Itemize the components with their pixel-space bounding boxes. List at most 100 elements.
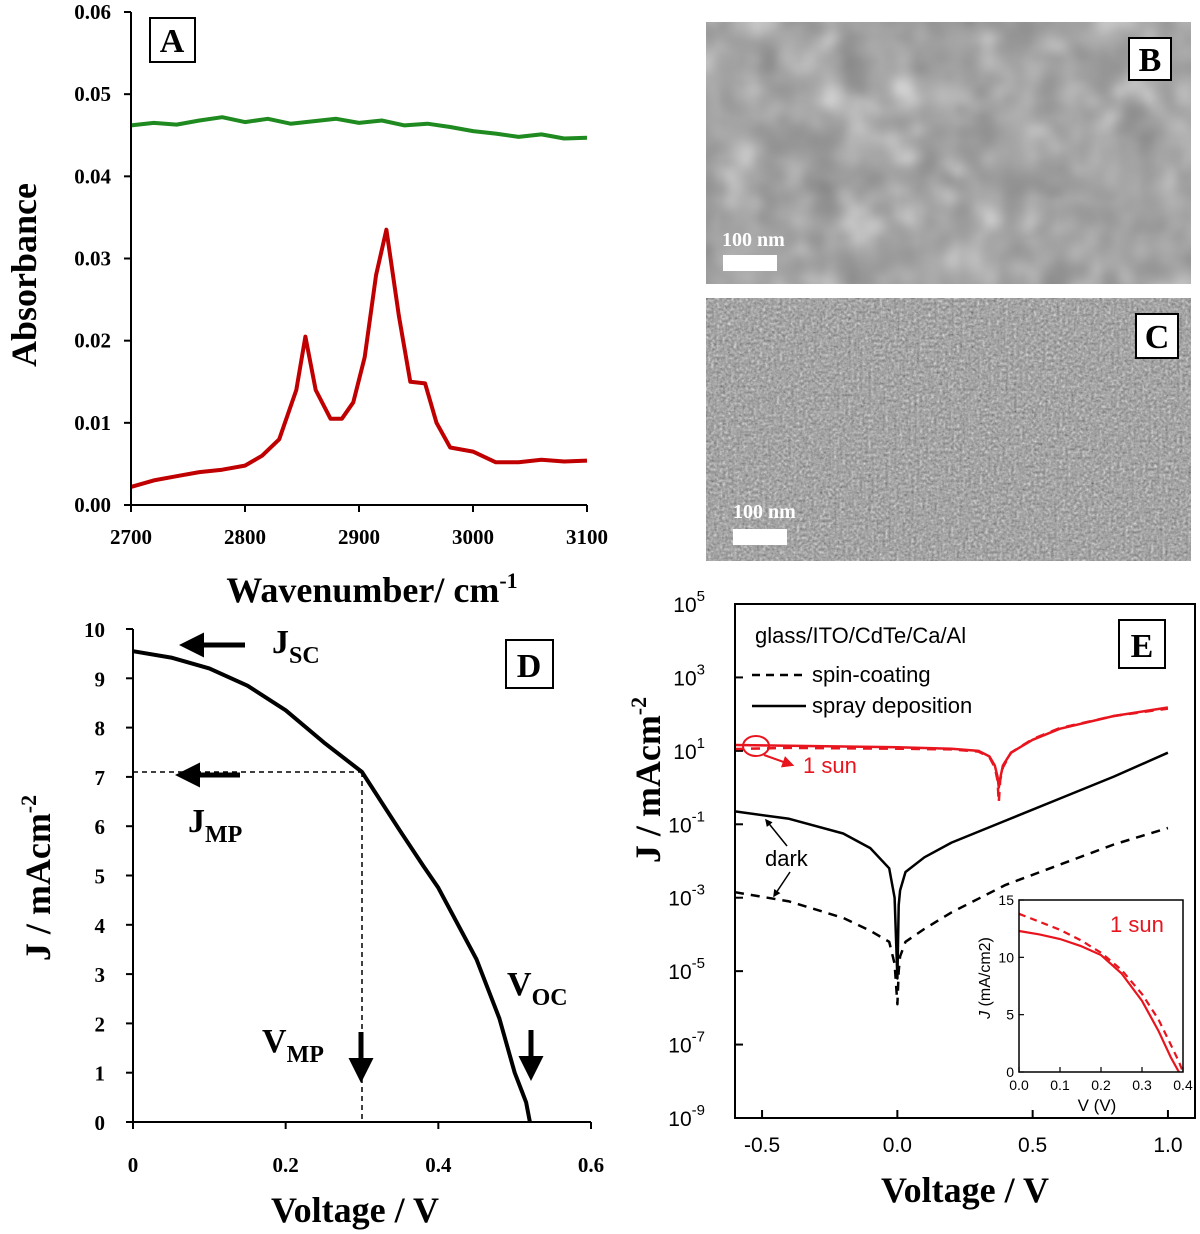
inset-xtick-label: 0.2	[1091, 1077, 1111, 1093]
panel-b: B 100 nm	[706, 22, 1191, 284]
panel-a-ytick-label: 0.01	[74, 411, 111, 435]
panel-e-ytick-label: 10-7	[668, 1029, 705, 1058]
panel-e: -0.5 0.0 0.5 1.0 105 103 101 10-1 10-3 10-5 10-7 10…	[626, 588, 1196, 1210]
panel-c-label: C	[1145, 319, 1170, 356]
panel-e-ytick-label: 10-3	[668, 882, 705, 911]
panel-d-ytick-label: 6	[95, 815, 106, 839]
panel-e-xtick-label: 0.0	[883, 1134, 912, 1157]
legend-title: glass/ITO/CdTe/Ca/Al	[755, 623, 966, 648]
panel-e-ytick-label: 103	[673, 661, 705, 690]
panel-e-label: E	[1131, 628, 1154, 665]
one-sun-label: 1 sun	[803, 753, 857, 778]
panel-d-label-box	[505, 639, 554, 689]
panel-d-ytick-label: 7	[95, 766, 106, 790]
panel-d-ytick-label: 1	[95, 1062, 106, 1086]
one-sun-marker-circle	[742, 735, 770, 757]
micrograph-b-scale-bar	[723, 255, 777, 271]
jmp-label: JMP	[188, 803, 242, 848]
panel-e-series-1	[734, 707, 1169, 804]
dark-arrow-dashed	[773, 871, 791, 898]
panel-a-ytick-label: 0.02	[74, 329, 111, 353]
panel-e-ylabel: J / mAcm-2	[626, 697, 668, 863]
panel-a-xtick-label: 3000	[452, 525, 494, 549]
panel-a-series-green	[130, 115, 588, 141]
panel-d-xlabel: Voltage / V	[271, 1190, 439, 1230]
panel-d-series	[132, 649, 532, 1123]
dark-label: dark	[765, 846, 809, 871]
panel-e-inset: 0.0 0.1 0.2 0.3 0.4 0 5 10 15 1 sun J (mA/cm2) V…	[977, 892, 1193, 1115]
panel-e-ytick-label: 10-1	[668, 808, 705, 837]
voc-label: VOC	[507, 966, 568, 1011]
panel-d-xtick-label: 0.2	[273, 1153, 299, 1177]
panel-a-series-red	[130, 227, 588, 489]
panel-a-xtick-label: 2900	[338, 525, 380, 549]
inset-xtick-label: 0.0	[1009, 1077, 1029, 1093]
legend-solid-label: spray deposition	[812, 693, 972, 718]
panel-d-ylabel: J / mAcm-2	[16, 795, 58, 961]
micrograph-b-texture	[706, 22, 1191, 284]
panel-d-ticks: 0 0.2 0.4 0.6 0 1 2 3 4 5 6 7 8 9 10	[84, 618, 604, 1177]
panel-d: 0 0.2 0.4 0.6 0 1 2 3 4 5 6 7 8 9 10 D JSC JMP VMP VOC…	[16, 618, 604, 1230]
panel-b-label: B	[1139, 42, 1162, 79]
panel-e-ytick-label: 105	[673, 588, 705, 617]
panel-a-xlabel: Wavenumber/ cm-1	[226, 568, 517, 610]
inset-xtick-label: 0.1	[1050, 1077, 1070, 1093]
panel-a-label-box	[149, 17, 196, 63]
micrograph-c-texture	[706, 298, 1191, 561]
inset-ytick-label: 5	[1006, 1007, 1014, 1023]
panel-d-ytick-label: 8	[95, 717, 106, 741]
panel-a-ylabel: Absorbance	[4, 183, 44, 367]
dark-arrow-solid	[765, 818, 788, 847]
panel-a-xtick-label: 2800	[224, 525, 266, 549]
legend-dashed-label: spin-coating	[812, 662, 931, 687]
inset-xtick-label: 0.4	[1173, 1077, 1193, 1093]
panel-e-series-3	[734, 826, 1169, 1006]
panel-e-frame	[734, 603, 1196, 1119]
panel-e-ytick-label: 10-5	[668, 955, 705, 984]
panel-d-ytick-label: 9	[95, 667, 106, 691]
panel-e-xtick-label: -0.5	[744, 1134, 780, 1157]
panel-e-series-2	[734, 751, 1169, 980]
panel-c: C 100 nm	[706, 298, 1191, 561]
panel-d-jv-curve	[132, 649, 532, 1123]
inset-ticks: 0.0 0.1 0.2 0.3 0.4 0 5 10 15	[998, 892, 1193, 1093]
panel-e-ytick-label: 10-9	[668, 1102, 705, 1131]
panel-e-xtick-label: 1.0	[1153, 1134, 1182, 1157]
panel-a-ticks: 2700 2800 2900 3000 3100 0.00 0.01 0.02 0.03 0.04…	[74, 0, 608, 549]
panel-a-ytick-label: 0.03	[74, 247, 111, 271]
panel-d-xtick-label: 0	[128, 1153, 139, 1177]
inset-series-1	[1018, 912, 1185, 1073]
panel-a-ytick-label: 0.06	[74, 0, 111, 24]
panel-d-ytick-label: 5	[95, 865, 106, 889]
panel-b-label-box	[1128, 37, 1172, 81]
inset-ylabel: J (mA/cm2)	[977, 937, 994, 1020]
panel-d-ytick-label: 0	[95, 1111, 106, 1135]
inset-one-sun-label: 1 sun	[1110, 912, 1164, 937]
inset-series-0	[1018, 929, 1180, 1073]
panel-a-xtick-label: 2700	[110, 525, 152, 549]
panel-a-ytick-label: 0.05	[74, 82, 111, 106]
one-sun-marker-arrow	[763, 754, 795, 768]
panel-d-xtick-label: 0.6	[578, 1153, 604, 1177]
jsc-label: JSC	[272, 624, 320, 669]
panel-a-ytick-label: 0.00	[74, 493, 111, 517]
panel-e-xtick-label: 0.5	[1018, 1134, 1047, 1157]
panel-e-ytick-label: 101	[673, 735, 705, 764]
panel-d-ytick-label: 2	[95, 1012, 106, 1036]
panel-a: 2700 2800 2900 3000 3100 0.00 0.01 0.02 0.03 0.04…	[4, 0, 608, 610]
panel-a-ytick-label: 0.04	[74, 164, 111, 188]
micrograph-c-scale-label: 100 nm	[733, 501, 796, 523]
inset-series	[1018, 912, 1185, 1073]
panel-e-ticks: -0.5 0.0 0.5 1.0 105 103 101 10-1 10-3 10-5 10-7 10…	[668, 588, 1182, 1157]
panel-d-ytick-label: 3	[95, 963, 106, 987]
inset-ytick-label: 15	[998, 892, 1014, 908]
panel-d-xtick-label: 0.4	[425, 1153, 452, 1177]
panel-a-label: A	[160, 23, 185, 60]
inset-background	[1009, 896, 1189, 1072]
panel-d-ytick-label: 10	[84, 618, 105, 642]
panel-c-label-box	[1135, 313, 1179, 359]
micrograph-c-scale-bar	[733, 529, 787, 545]
panel-e-series	[734, 706, 1169, 1006]
panel-e-label-box	[1118, 619, 1166, 669]
